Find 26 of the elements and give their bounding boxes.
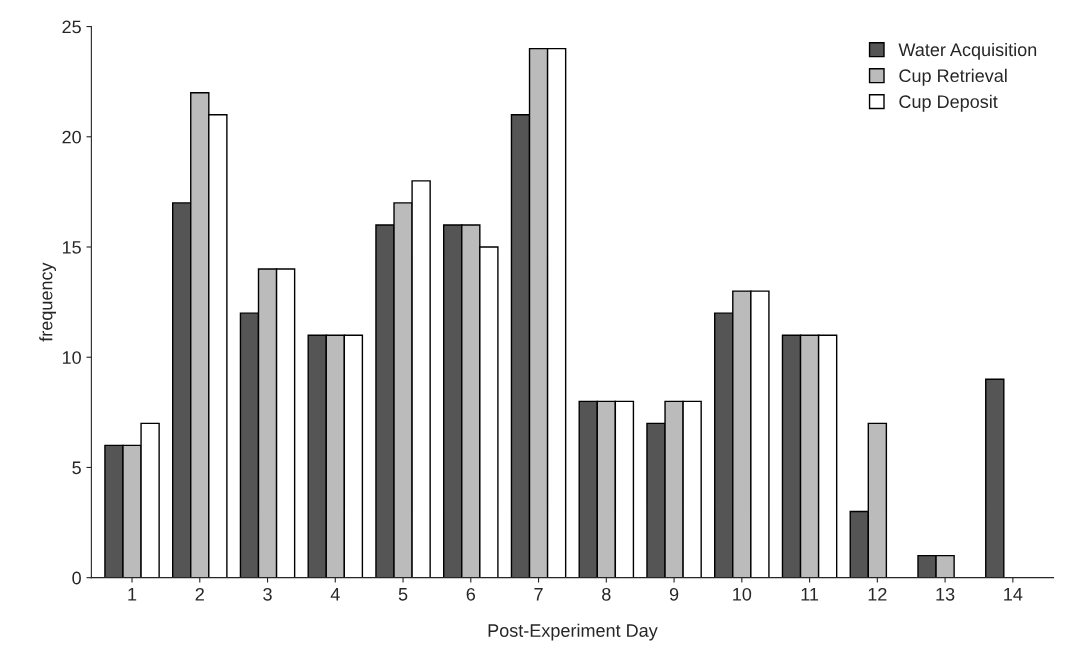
legend-label: Water Acquisition	[898, 42, 1037, 60]
x-tick-label: 14	[1004, 588, 1023, 601]
x-tick-label: 3	[263, 587, 272, 601]
x-tick-label: 1	[128, 588, 137, 601]
y-tick-label: 0	[72, 571, 81, 585]
y-tick-label: 20	[62, 130, 81, 144]
x-tick-label: 13	[936, 587, 955, 601]
x-tick-label: 10	[733, 587, 752, 601]
legend-label: Cup Deposit	[899, 94, 998, 112]
x-tick-label: 6	[466, 587, 476, 601]
x-axis-title: Post-Experiment Day	[488, 623, 658, 641]
x-tick-label: 4	[330, 588, 340, 601]
bar	[985, 378, 1005, 578]
y-tick-label: 5	[72, 461, 81, 475]
x-tick-label: 9	[669, 587, 679, 601]
x-tick-label: 11	[801, 588, 819, 601]
x-tick-label: 12	[868, 587, 887, 601]
y-axis-title: frequency	[39, 262, 57, 342]
y-tick-label: 25	[62, 20, 81, 34]
y-tick-label: 15	[62, 241, 81, 254]
legend-label: Cup Retrieval	[899, 68, 1007, 86]
x-tick-label: 2	[195, 587, 204, 601]
x-tick-label: 8	[602, 587, 611, 601]
x-tick-label: 5	[398, 588, 408, 601]
x-tick-label: 7	[534, 588, 543, 601]
y-tick-label: 10	[62, 351, 81, 364]
